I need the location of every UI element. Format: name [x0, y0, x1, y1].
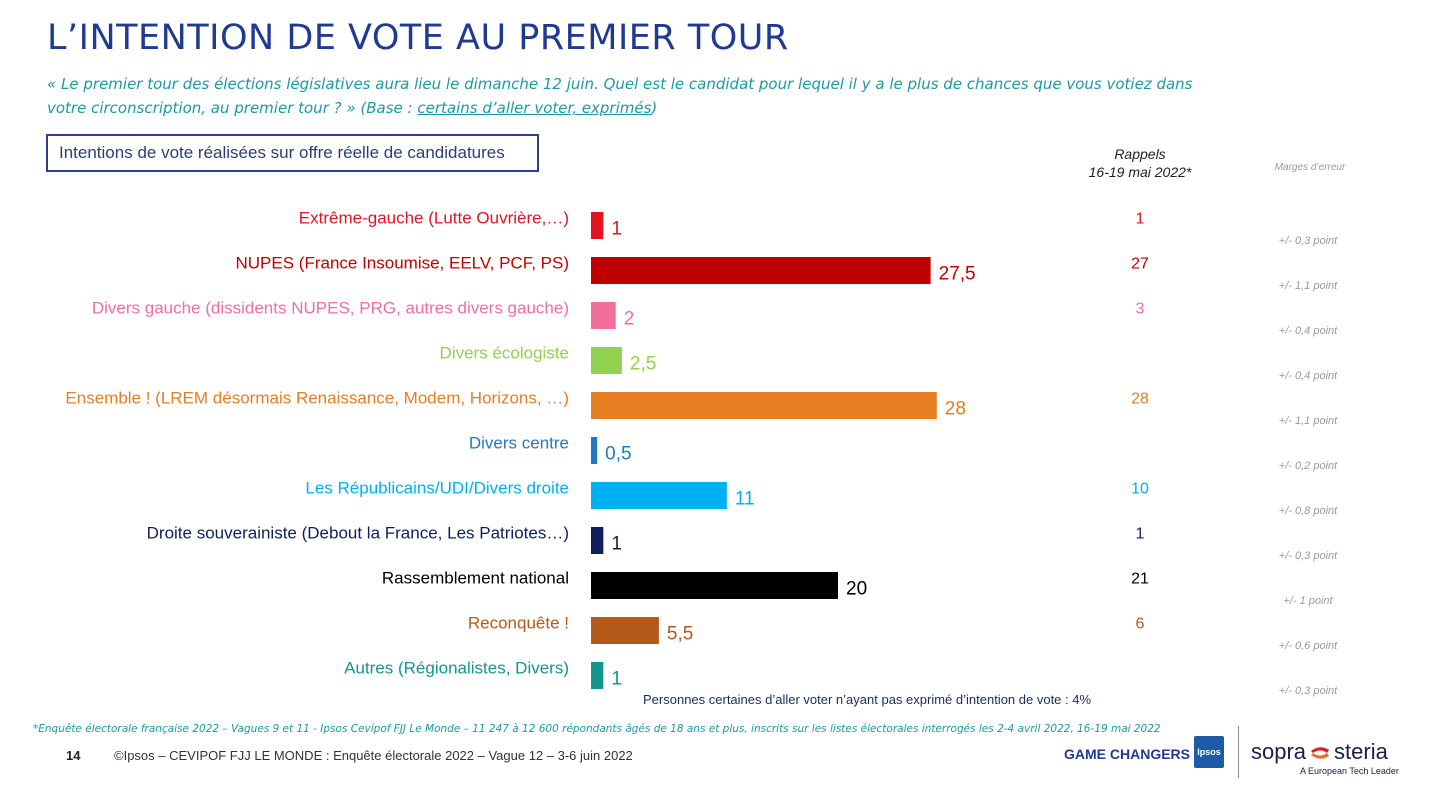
- survey-footnote: *Enquête électorale française 2022 – Vag…: [33, 723, 1161, 735]
- bar: [591, 257, 931, 284]
- category-label: Divers gauche (dissidents NUPES, PRG, au…: [92, 299, 569, 318]
- marges-header: Marges d’erreur: [1274, 162, 1346, 173]
- rappels-header: Rappels 16-19 mai 2022*: [1060, 145, 1220, 181]
- margin-of-error: +/- 0,4 point: [1279, 325, 1338, 337]
- value-label: 1: [611, 534, 622, 555]
- question-base: certains d’aller voter, exprimés: [417, 99, 652, 117]
- margin-of-error: +/- 0,4 point: [1279, 370, 1338, 382]
- margin-of-error: +/- 0,3 point: [1279, 550, 1338, 562]
- bar: [591, 662, 604, 689]
- bar: [591, 527, 604, 554]
- rappel-value: 28: [1131, 391, 1149, 408]
- margin-of-error: +/- 1,1 point: [1279, 415, 1338, 427]
- category-label: Extrême-gauche (Lutte Ouvrière,…): [299, 209, 569, 228]
- category-label: Reconquête !: [468, 614, 569, 633]
- bar: [591, 572, 838, 599]
- category-label: Divers centre: [469, 434, 569, 453]
- bar: [591, 437, 598, 464]
- value-label: 2,5: [630, 354, 656, 375]
- sopra-tagline: A European Tech Leader: [1300, 766, 1399, 776]
- vote-intention-chart: Extrême-gauche (Lutte Ouvrière,…)1 1+/- 0…: [65, 209, 1338, 698]
- rappels-date: 16-19 mai 2022*: [1088, 164, 1192, 180]
- category-label: Ensemble ! (LREM désormais Renaissance, …: [65, 389, 569, 408]
- margin-of-error: +/- 0,8 point: [1279, 505, 1338, 517]
- game-changers-text: GAME CHANGERS: [1064, 746, 1191, 762]
- rappel-value: 3: [1136, 301, 1145, 318]
- value-label: 27,5: [939, 264, 976, 285]
- page-title: L’INTENTION DE VOTE AU PREMIER TOUR: [47, 18, 789, 58]
- margin-of-error: +/- 0,6 point: [1279, 640, 1338, 652]
- sopra-steria-logo: sopra steria: [1251, 739, 1388, 765]
- bar: [591, 347, 622, 374]
- rappel-value: 6: [1136, 616, 1145, 633]
- rappels-title: Rappels: [1114, 146, 1166, 162]
- category-label: Les Républicains/UDI/Divers droite: [305, 479, 569, 498]
- question-end: ): [651, 99, 658, 117]
- question-text: « Le premier tour des élections législat…: [47, 75, 1193, 117]
- value-label: 1: [611, 219, 622, 240]
- category-label: Divers écologiste: [440, 344, 569, 363]
- category-label: NUPES (France Insoumise, EELV, PCF, PS): [235, 254, 569, 273]
- rappel-value: 10: [1131, 481, 1149, 498]
- survey-question: « Le premier tour des élections législat…: [47, 72, 1227, 120]
- offer-box-label: Intentions de vote réalisées sur offre r…: [46, 134, 539, 172]
- margin-of-error: +/- 1 point: [1283, 595, 1333, 607]
- category-label: Droite souverainiste (Debout la France, …: [147, 524, 569, 543]
- value-label: 5,5: [667, 624, 693, 645]
- bar: [591, 392, 937, 419]
- copyright-text: ©Ipsos – CEVIPOF FJJ LE MONDE : Enquête …: [114, 748, 633, 763]
- rappel-value: 1: [1136, 211, 1145, 228]
- margin-of-error: +/- 0,3 point: [1279, 685, 1338, 697]
- rappel-value: 21: [1131, 571, 1149, 588]
- value-label: 28: [945, 399, 966, 420]
- bar: [591, 302, 616, 329]
- category-label: Rassemblement national: [382, 569, 569, 588]
- category-label: Autres (Régionalistes, Divers): [344, 659, 569, 678]
- rappel-value: 27: [1131, 256, 1149, 273]
- non-expressed-note: Personnes certaines d’aller voter n’ayan…: [643, 692, 1092, 707]
- sopra-right-text: steria: [1334, 739, 1388, 764]
- value-label: 0,5: [605, 444, 631, 465]
- sopra-left-text: sopra: [1251, 739, 1307, 764]
- margin-of-error: +/- 0,2 point: [1279, 460, 1338, 472]
- margin-of-error: +/- 1,1 point: [1279, 280, 1338, 292]
- rappel-value: 1: [1136, 526, 1145, 543]
- bar: [591, 482, 727, 509]
- value-label: 11: [735, 489, 755, 510]
- page-number: 14: [66, 748, 81, 763]
- value-label: 20: [846, 579, 867, 600]
- footer-divider: [1238, 726, 1239, 778]
- bar: [591, 617, 659, 644]
- bar: [591, 212, 604, 239]
- sopra-steria-mark-icon: [1311, 747, 1330, 759]
- ipsos-logo: Ipsos: [1194, 736, 1224, 768]
- value-label: 2: [624, 309, 635, 330]
- margin-of-error: +/- 0,3 point: [1279, 235, 1338, 247]
- value-label: 1: [611, 669, 622, 690]
